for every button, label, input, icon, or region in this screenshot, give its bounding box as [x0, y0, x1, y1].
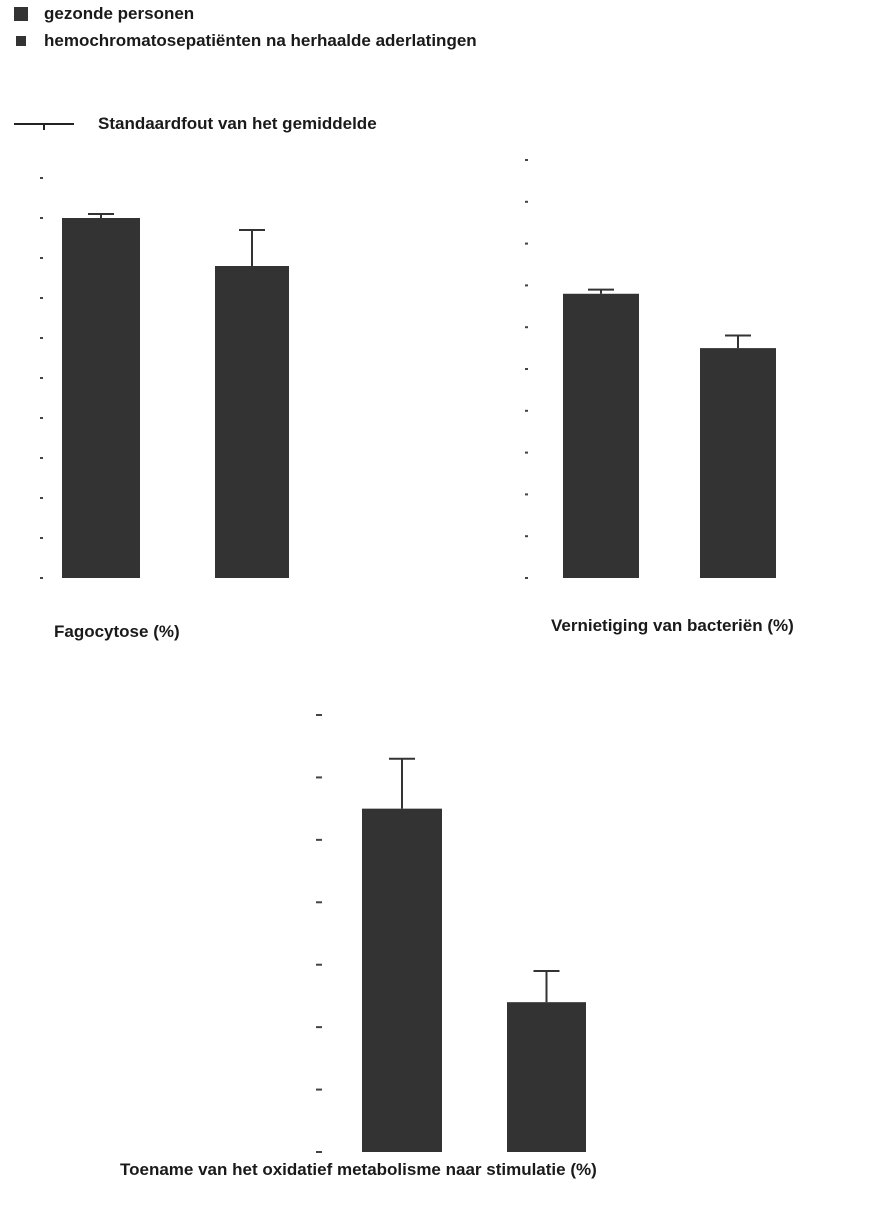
error-bar-icon: [14, 123, 74, 130]
legend-label-healthy: gezonde personen: [44, 4, 195, 23]
bar-oxidatief-healthy: [362, 808, 442, 1152]
legend-swatch-healthy: [14, 7, 28, 21]
legend-label-patients: hemochromatosepatiënten na herhaalde ade…: [44, 31, 477, 50]
chart-title-oxidatief: Toename van het oxidatief metabolisme na…: [120, 1160, 597, 1179]
bar-vernietiging-patients: [700, 348, 776, 578]
bar-fagocytose-patients: [215, 266, 289, 578]
bar-oxidatief-patients: [507, 1002, 586, 1152]
legend-swatch-patients: [16, 36, 26, 46]
error-bar-legend-label: Standaardfout van het gemiddelde: [98, 114, 377, 133]
chart-title-fagocytose: Fagocytose (%): [54, 622, 180, 641]
bar-fagocytose-healthy: [62, 218, 140, 578]
bar-vernietiging-healthy: [563, 293, 639, 578]
chart-title-vernietiging: Vernietiging van bacteriën (%): [551, 616, 794, 635]
